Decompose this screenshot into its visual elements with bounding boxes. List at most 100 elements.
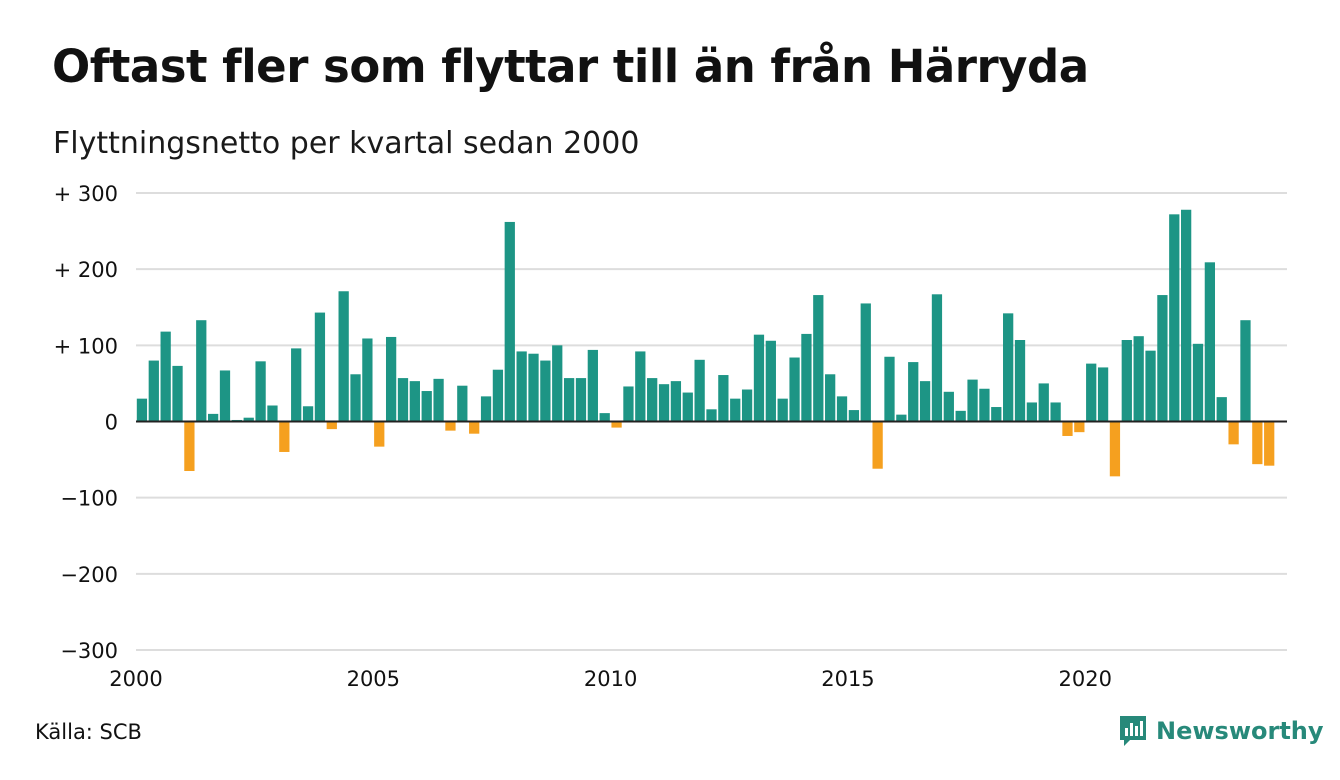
y-tick-label: + 200 <box>54 258 118 282</box>
bar-positive <box>741 389 753 422</box>
bar-negative <box>1264 421 1275 466</box>
bar-positive <box>314 312 326 422</box>
bar-positive <box>207 413 219 422</box>
bar-positive <box>955 410 966 422</box>
x-tick-label: 2020 <box>1059 667 1112 691</box>
bar-positive <box>789 357 800 422</box>
bar-positive <box>1157 295 1168 422</box>
bar-positive <box>682 392 693 422</box>
bar-positive <box>267 405 278 422</box>
bar-positive <box>136 398 148 422</box>
bar-positive <box>540 360 551 422</box>
bar-positive <box>433 378 444 422</box>
bar-positive <box>991 407 1002 422</box>
bar-positive <box>1216 397 1227 422</box>
bar-positive <box>753 334 765 422</box>
bar-positive <box>291 348 302 422</box>
gridlines <box>136 192 1287 651</box>
x-axis-labels: 2000 2005 2010 2015 2020 <box>109 667 1112 691</box>
bar-positive <box>362 338 373 422</box>
bar-positive <box>813 295 824 422</box>
bar-positive <box>848 410 860 422</box>
bar-positive <box>563 378 575 422</box>
bar-positive <box>943 391 954 422</box>
bar-positive <box>777 398 788 422</box>
chart-subtitle: Flyttningsnetto per kvartal sedan 2000 <box>53 126 640 161</box>
bar-positive <box>587 349 598 422</box>
bar-positive <box>338 291 349 422</box>
bar-negative <box>872 421 883 469</box>
bar-positive <box>516 351 527 422</box>
bar-negative <box>1252 421 1263 465</box>
bar-positive <box>421 391 432 422</box>
bar-positive <box>718 375 729 422</box>
bar-positive <box>1050 402 1061 422</box>
bar-negative <box>184 421 195 472</box>
bar-positive <box>1097 367 1109 422</box>
bar-positive <box>302 406 314 422</box>
bar-positive <box>172 365 183 422</box>
bar-negative <box>1074 421 1085 433</box>
bar-negative <box>445 421 456 431</box>
bar-positive <box>1133 336 1144 422</box>
x-tick-label: 2000 <box>109 667 162 691</box>
bar-positive <box>148 360 159 422</box>
bar-positive <box>919 381 931 422</box>
bar-positive <box>1038 383 1049 422</box>
bar-positive <box>243 417 254 422</box>
bar-positive <box>219 370 231 422</box>
bar-positive <box>1086 363 1097 422</box>
bar-negative <box>469 421 480 434</box>
bar-positive <box>1014 340 1026 422</box>
bar-negative <box>611 421 622 428</box>
bar-positive <box>801 333 812 422</box>
bar-positive <box>196 320 207 422</box>
bar-positive <box>825 374 836 422</box>
bar-positive <box>575 378 587 422</box>
bar-negative <box>279 421 290 452</box>
bar-positive <box>860 303 871 422</box>
bar-positive <box>528 353 539 422</box>
newsworthy-logo-icon <box>1120 716 1146 746</box>
x-tick-label: 2005 <box>347 667 400 691</box>
brand-name: Newsworthy <box>1156 717 1324 745</box>
bar-positive <box>967 379 978 422</box>
bar-positive <box>1240 320 1251 422</box>
bar-negative <box>374 421 385 447</box>
bar-positive <box>1169 214 1180 422</box>
y-axis-labels: + 300 + 200 + 100 0 −100 −200 −300 <box>54 182 118 663</box>
y-tick-label: + 100 <box>54 334 118 358</box>
bar-positive <box>908 362 919 422</box>
bar-positive <box>1003 313 1014 422</box>
brand-logo: Newsworthy <box>1118 714 1324 748</box>
bar-positive <box>160 331 171 422</box>
bar-positive <box>255 361 266 422</box>
bar-positive <box>1192 343 1204 422</box>
bar-positive <box>397 378 409 422</box>
bar-negative <box>1062 421 1073 436</box>
bar-positive <box>836 396 848 422</box>
bar-negative <box>326 421 337 430</box>
bar-positive <box>552 345 563 422</box>
bar-positive <box>694 359 705 422</box>
bar-positive <box>896 414 907 422</box>
bar-positive <box>1181 209 1192 422</box>
bar-positive <box>730 398 741 422</box>
bar-positive <box>350 374 361 422</box>
x-tick-label: 2015 <box>821 667 874 691</box>
bar-positive <box>979 388 990 422</box>
bar-positive <box>492 369 504 422</box>
bars <box>136 209 1275 477</box>
bar-positive <box>931 294 943 422</box>
bar-positive <box>658 384 670 422</box>
bar-positive <box>599 413 610 422</box>
bar-positive <box>1204 262 1216 422</box>
bar-positive <box>480 396 492 422</box>
y-tick-label: 0 <box>105 411 118 435</box>
bar-positive <box>457 385 468 422</box>
bar-positive <box>1121 340 1132 422</box>
bar-positive <box>765 340 776 422</box>
bar-positive <box>385 336 397 422</box>
bar-positive <box>670 381 682 422</box>
